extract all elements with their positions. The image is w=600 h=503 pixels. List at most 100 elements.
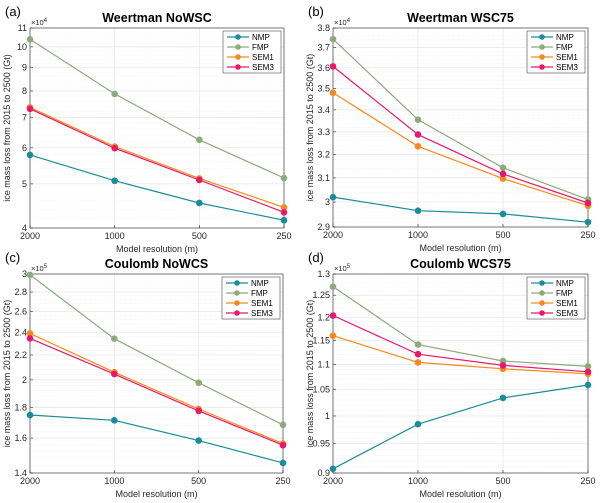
chart-title: Weertman NoWSC [102,11,212,25]
legend-marker [234,290,240,296]
y-tick-label: 3.8 [317,23,330,33]
chart-title: Coulomb NoWCS [105,257,208,271]
data-point-fmp [280,174,288,182]
data-point-nmp [196,199,203,207]
y-tick-label: 6 [22,143,27,153]
y-tick-label: 1.6 [14,433,27,443]
legend-item: FMP [227,43,269,52]
legend-item: SEM1 [531,53,578,62]
legend-label: NMP [251,279,269,288]
legend-label: SEM3 [556,63,578,72]
legend-marker [235,44,241,50]
legend-label: SEM3 [556,309,578,318]
data-point-sem1 [329,332,337,339]
legend-marker [539,310,545,316]
data-point-nmp [26,411,34,419]
y-tick-label: 2.8 [14,287,27,297]
legend-marker [539,34,545,40]
data-point-fmp [329,35,337,43]
legend-item: NMP [531,279,574,288]
y-tick-label: 2 [22,375,27,385]
y-axis-label: ice mass loss from 2015 to 2500 (Gt) [2,300,12,448]
x-tick-label: 500 [191,476,206,486]
series-line-nmp [29,414,284,464]
legend-item: SEM1 [226,299,273,308]
legend-label: NMP [556,33,574,42]
legend-label: SEM3 [251,309,273,318]
data-point-sem3 [26,335,34,342]
y-exponent-base: ×10 [31,264,44,273]
y-exponent-label: ×104 [334,18,351,27]
data-point-nmp [329,193,337,201]
data-point-nmp [279,459,287,467]
series-line-nmp [29,154,285,221]
y-tick-label: 2.6 [14,306,27,316]
y-tick-label: 1.8 [14,402,27,412]
x-tick-label: 1000 [408,476,428,486]
x-axis-label: Model resolution (m) [115,489,197,499]
x-tick-label: 1000 [104,476,124,486]
x-tick-label: 500 [495,476,510,486]
x-tick-label: 500 [495,230,510,240]
legend-label: FMP [252,43,269,52]
legend-marker [235,64,241,70]
legend-marker [234,310,240,316]
legend-box [221,276,281,320]
y-exponent-power: 4 [347,18,351,24]
data-point-sem3 [499,362,507,369]
data-point-fmp [26,271,34,279]
panel-c: 1.4 1.6 1.8 2 2.2 2.4 2.6 2.8 3 2000 1000 500 250 Cou… [2,250,291,499]
x-tick-label: 250 [580,230,595,240]
y-exponent-label: ×104 [31,18,48,27]
x-axis-label: Model resolution (m) [419,489,501,499]
y-exponent-label: ×105 [334,264,351,273]
y-tick-label: 1.05 [312,385,330,395]
series-line-sem1 [29,332,284,445]
data-point-sem3 [26,105,34,113]
series-line-nmp [332,384,589,470]
data-point-sem3 [499,170,507,178]
legend-item: SEM3 [227,63,274,72]
x-tick-label: 2000 [323,476,343,486]
x-tick-label: 250 [275,476,290,486]
legend-item: NMP [531,33,574,42]
legend-item: SEM3 [531,309,578,318]
data-point-sem3 [195,407,202,415]
data-point-nmp [414,207,422,214]
x-axis-label: Model resolution (m) [116,244,198,254]
data-point-fmp [195,379,202,387]
y-axis-label: ice mass loss from 2015 to 2500 (Gt) [305,54,315,202]
legend-marker [235,34,241,40]
legend-item: FMP [531,43,573,52]
y-tick-label: 1 [325,411,330,421]
y-exponent-base: ×10 [334,18,347,27]
axes-frame [332,27,589,228]
data-point-nmp [584,381,592,389]
series-line-sem3 [332,65,589,204]
axes-frame [29,27,285,229]
y-tick-label: 1.15 [312,335,330,345]
x-tick-label: 2000 [323,230,343,240]
y-tick-label: 5 [22,179,27,189]
chart-title: Weertman WSC75 [407,11,514,25]
y-tick-label: 0.95 [312,439,330,449]
legend-label: FMP [251,289,268,298]
data-point-nmp [111,177,118,185]
legend-label: NMP [252,33,270,42]
y-axis-label: ice mass loss from 2015 to 2500 (Gt) [305,300,315,448]
y-exponent-power: 5 [347,264,351,270]
legend-item: SEM1 [227,53,274,62]
data-point-sem3 [584,199,592,207]
y-tick-label: 8 [22,86,27,96]
legend-label: SEM1 [556,299,578,308]
legend-marker [539,64,545,70]
data-point-sem3 [329,312,337,319]
y-tick-label: 10 [17,42,27,52]
data-point-sem3 [414,350,422,358]
legend-marker [234,280,240,286]
x-tick-label: 2000 [20,231,40,241]
data-point-nmp [329,465,337,473]
data-point-sem1 [414,142,422,150]
y-tick-label: 1.2 [317,312,330,322]
